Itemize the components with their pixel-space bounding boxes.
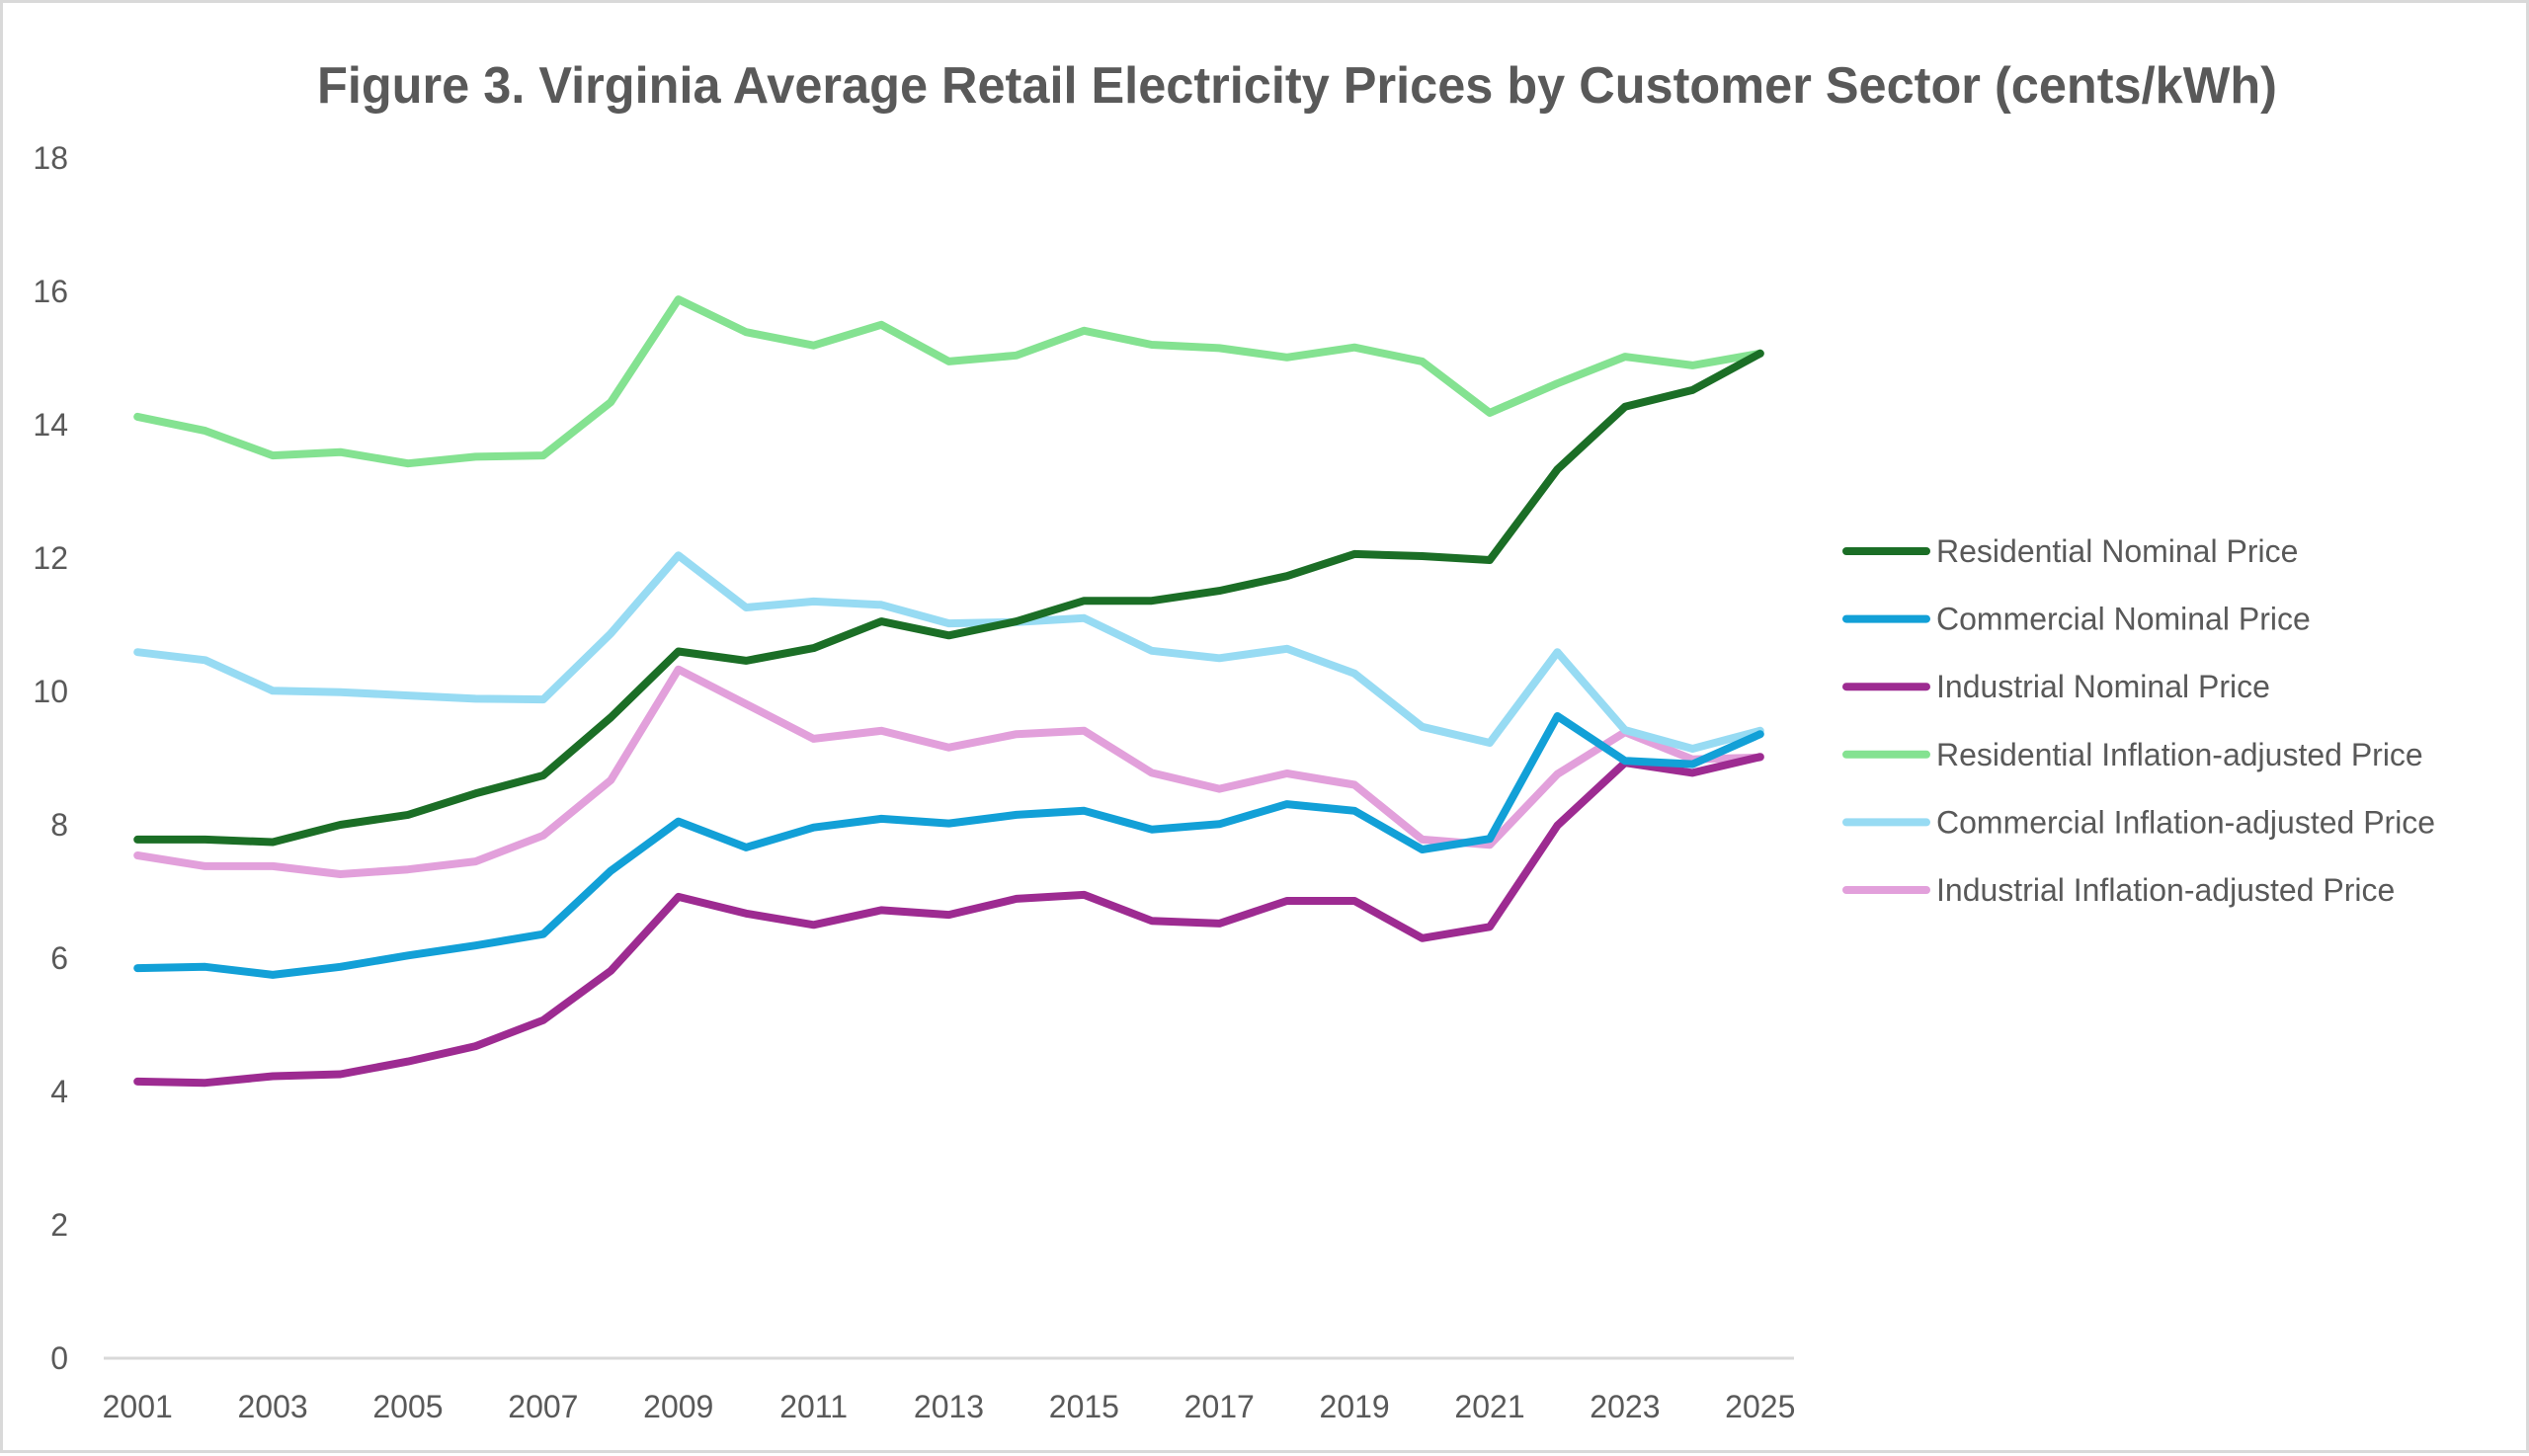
y-tick-label: 4 (50, 1074, 68, 1109)
y-tick-label: 12 (33, 540, 68, 576)
legend-label: Residential Inflation-adjusted Price (1936, 737, 2423, 772)
chart-svg: Figure 3. Virginia Average Retail Electr… (33, 57, 2435, 1424)
legend-label: Industrial Nominal Price (1936, 669, 2270, 704)
plot-lines (133, 295, 1764, 1088)
x-tick-label: 2009 (643, 1389, 713, 1424)
series-line-industrial-inflation-adjusted-price (133, 665, 1764, 878)
x-tick-label: 2021 (1454, 1389, 1524, 1424)
series-line-residential-nominal-price (133, 349, 1764, 847)
x-tick-label: 2019 (1320, 1389, 1390, 1424)
x-tick-label: 2003 (238, 1389, 308, 1424)
series-line-residential-inflation-adjusted-price (133, 295, 1764, 468)
legend-item-industrial-inflation-adjusted-price: Industrial Inflation-adjusted Price (1842, 872, 2395, 908)
legend-item-commercial-inflation-adjusted-price: Commercial Inflation-adjusted Price (1842, 804, 2435, 840)
x-tick-label: 2015 (1049, 1389, 1119, 1424)
y-tick-label: 8 (50, 807, 68, 843)
x-axis: 2001 2003 2005 2007 2009 2011 2013 2015 2017 2019… (103, 1389, 1796, 1424)
x-tick-label: 2017 (1184, 1389, 1255, 1424)
legend-label: Residential Nominal Price (1936, 533, 2298, 569)
x-tick-label: 2023 (1590, 1389, 1660, 1424)
y-axis: 0 2 4 6 8 10 12 14 16 18 (33, 140, 68, 1376)
y-tick-label: 2 (50, 1207, 68, 1243)
y-tick-label: 14 (33, 407, 68, 443)
legend: Residential Nominal Price Commercial Nomi… (1842, 533, 2435, 908)
series-line-commercial-inflation-adjusted-price (133, 551, 1764, 753)
x-tick-label: 2005 (372, 1389, 443, 1424)
legend-item-residential-inflation-adjusted-price: Residential Inflation-adjusted Price (1842, 737, 2423, 772)
y-tick-label: 16 (33, 274, 68, 309)
y-tick-label: 18 (33, 140, 68, 176)
x-tick-label: 2001 (103, 1389, 173, 1424)
legend-label: Industrial Inflation-adjusted Price (1936, 872, 2395, 908)
series-line-commercial-nominal-price (133, 712, 1764, 979)
y-tick-label: 10 (33, 674, 68, 709)
x-tick-label: 2011 (779, 1389, 848, 1424)
y-tick-label: 0 (50, 1340, 68, 1376)
y-tick-label: 6 (50, 940, 68, 976)
x-tick-label: 2013 (914, 1389, 984, 1424)
x-tick-label: 2025 (1725, 1389, 1795, 1424)
legend-item-industrial-nominal-price: Industrial Nominal Price (1842, 669, 2270, 704)
legend-label: Commercial Inflation-adjusted Price (1936, 804, 2435, 840)
chart-title: Figure 3. Virginia Average Retail Electr… (317, 57, 2277, 115)
legend-item-residential-nominal-price: Residential Nominal Price (1842, 533, 2298, 569)
legend-item-commercial-nominal-price: Commercial Nominal Price (1842, 602, 2311, 637)
x-tick-label: 2007 (508, 1389, 578, 1424)
legend-label: Commercial Nominal Price (1936, 602, 2311, 637)
series-line-industrial-nominal-price (133, 753, 1764, 1088)
